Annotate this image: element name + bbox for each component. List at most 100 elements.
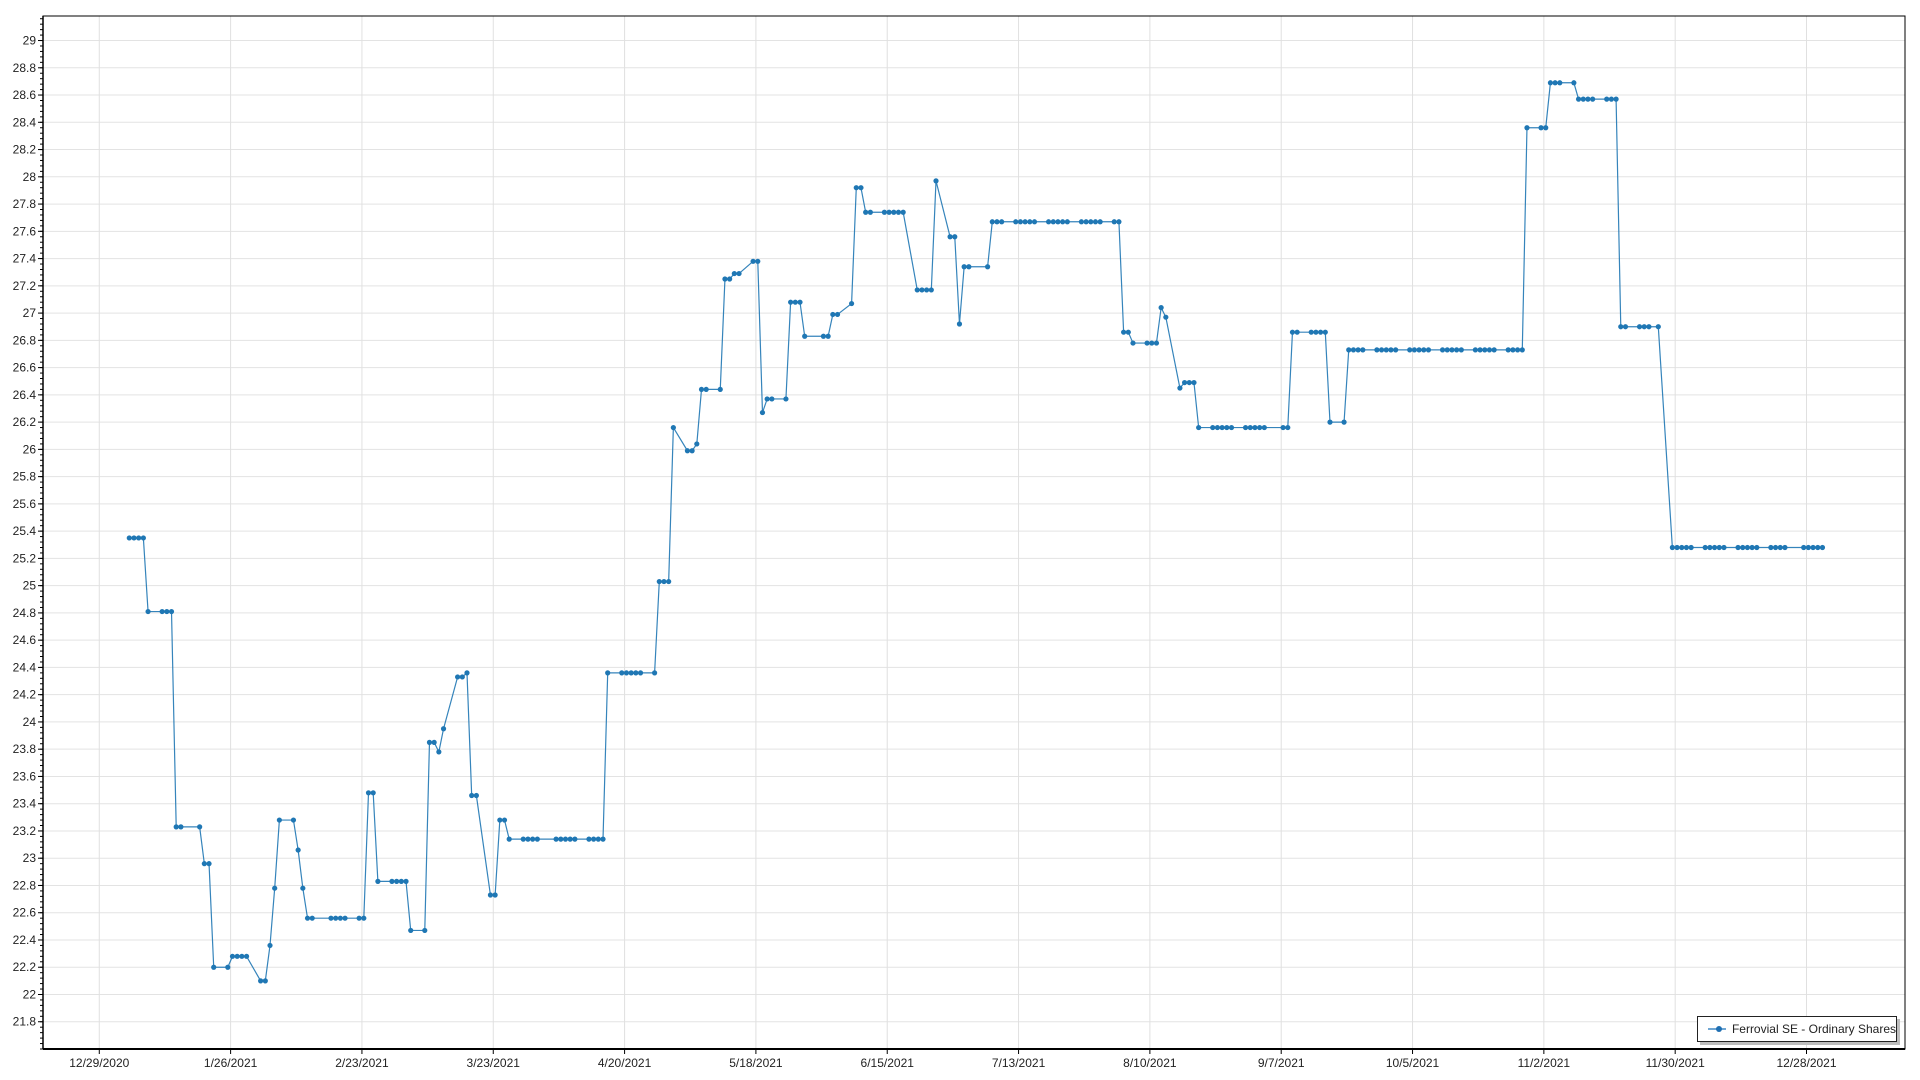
data-point bbox=[1313, 329, 1319, 335]
data-point bbox=[820, 333, 827, 339]
data-point bbox=[501, 817, 508, 823]
data-point bbox=[300, 885, 306, 891]
data-point bbox=[1280, 424, 1286, 431]
data-point bbox=[337, 915, 343, 921]
data-point bbox=[1416, 347, 1422, 353]
legend-line-marker-icon bbox=[1708, 1024, 1726, 1034]
data-point bbox=[661, 578, 667, 585]
y-tick-label: 23.8 bbox=[13, 742, 37, 756]
data-point bbox=[698, 386, 705, 393]
data-point bbox=[389, 878, 395, 884]
data-point bbox=[867, 209, 873, 215]
data-point bbox=[440, 726, 447, 732]
data-point bbox=[1111, 219, 1117, 225]
data-point bbox=[1224, 424, 1230, 431]
y-tick-label: 26.4 bbox=[13, 388, 37, 402]
data-point bbox=[1247, 424, 1253, 431]
x-tick-label: 7/13/2021 bbox=[992, 1056, 1046, 1070]
data-point bbox=[1294, 329, 1300, 335]
data-point bbox=[558, 836, 564, 842]
data-point bbox=[989, 219, 995, 225]
data-point bbox=[1017, 219, 1024, 225]
data-point bbox=[619, 670, 625, 676]
data-point bbox=[225, 964, 231, 970]
data-point bbox=[1097, 219, 1103, 225]
data-point bbox=[1590, 96, 1596, 102]
data-point bbox=[1285, 424, 1291, 431]
data-point bbox=[830, 311, 836, 318]
data-point bbox=[1740, 544, 1746, 551]
data-point bbox=[1646, 324, 1652, 330]
data-point bbox=[1411, 347, 1418, 353]
data-point bbox=[1027, 219, 1033, 225]
data-point bbox=[1674, 544, 1680, 551]
data-point bbox=[1444, 347, 1450, 353]
data-point bbox=[586, 836, 592, 842]
y-tick-label: 27.2 bbox=[13, 279, 37, 293]
data-point bbox=[825, 333, 831, 339]
data-point bbox=[1454, 347, 1460, 353]
data-point bbox=[1308, 329, 1314, 335]
data-point bbox=[1322, 329, 1328, 335]
x-tick-label: 1/26/2021 bbox=[204, 1056, 258, 1070]
x-tick-label: 10/5/2021 bbox=[1386, 1056, 1440, 1070]
data-point bbox=[1538, 125, 1544, 131]
data-point bbox=[553, 836, 559, 842]
data-point bbox=[333, 915, 339, 921]
y-tick-label: 23.6 bbox=[13, 769, 37, 783]
y-tick-label: 28.2 bbox=[13, 143, 37, 157]
data-point bbox=[863, 209, 869, 215]
data-point bbox=[802, 333, 808, 339]
data-point bbox=[1341, 419, 1347, 425]
data-point bbox=[1477, 347, 1483, 353]
data-point bbox=[1125, 329, 1131, 335]
data-point bbox=[952, 234, 958, 240]
data-point bbox=[1092, 219, 1099, 225]
y-tick-label: 22.8 bbox=[13, 878, 37, 892]
data-point bbox=[295, 847, 301, 853]
data-point bbox=[1130, 340, 1136, 346]
data-point bbox=[999, 219, 1005, 225]
data-point bbox=[1688, 544, 1694, 551]
data-point bbox=[431, 739, 437, 745]
y-tick-label: 24.8 bbox=[13, 606, 37, 620]
data-point bbox=[1472, 347, 1478, 353]
data-point bbox=[1121, 329, 1127, 335]
y-tick-label: 24.2 bbox=[13, 688, 37, 702]
data-point bbox=[473, 792, 479, 799]
data-point bbox=[1655, 324, 1661, 330]
data-point bbox=[1524, 125, 1530, 131]
data-point bbox=[1083, 219, 1089, 225]
y-tick-label: 27.8 bbox=[13, 197, 37, 211]
data-point bbox=[666, 578, 672, 585]
data-point bbox=[1557, 80, 1563, 86]
data-point bbox=[1252, 424, 1258, 431]
data-point bbox=[1519, 347, 1525, 353]
data-point bbox=[788, 299, 794, 305]
data-point bbox=[1604, 96, 1610, 102]
data-point bbox=[1735, 544, 1741, 551]
data-point bbox=[328, 915, 334, 921]
data-point bbox=[731, 270, 737, 277]
data-point bbox=[1458, 347, 1464, 353]
y-tick-label: 22.4 bbox=[13, 933, 37, 947]
data-point bbox=[492, 892, 498, 898]
y-tick-label: 28.6 bbox=[13, 88, 37, 102]
data-point bbox=[239, 953, 245, 959]
data-point bbox=[914, 287, 920, 293]
y-tick-label: 26.6 bbox=[13, 361, 37, 375]
x-tick-label: 3/23/2021 bbox=[467, 1056, 521, 1070]
data-point bbox=[1749, 544, 1755, 551]
y-tick-label: 25.2 bbox=[13, 551, 37, 565]
data-point bbox=[206, 861, 212, 867]
data-point bbox=[178, 824, 184, 830]
data-point bbox=[408, 927, 414, 934]
data-point bbox=[1669, 544, 1675, 551]
data-point bbox=[1547, 80, 1554, 86]
data-point bbox=[290, 817, 297, 823]
y-tick-label: 25.4 bbox=[13, 524, 37, 538]
data-point bbox=[1219, 424, 1225, 431]
data-point bbox=[853, 185, 859, 191]
y-tick-label: 21.8 bbox=[13, 1015, 37, 1029]
x-tick-label: 12/28/2021 bbox=[1776, 1056, 1836, 1070]
